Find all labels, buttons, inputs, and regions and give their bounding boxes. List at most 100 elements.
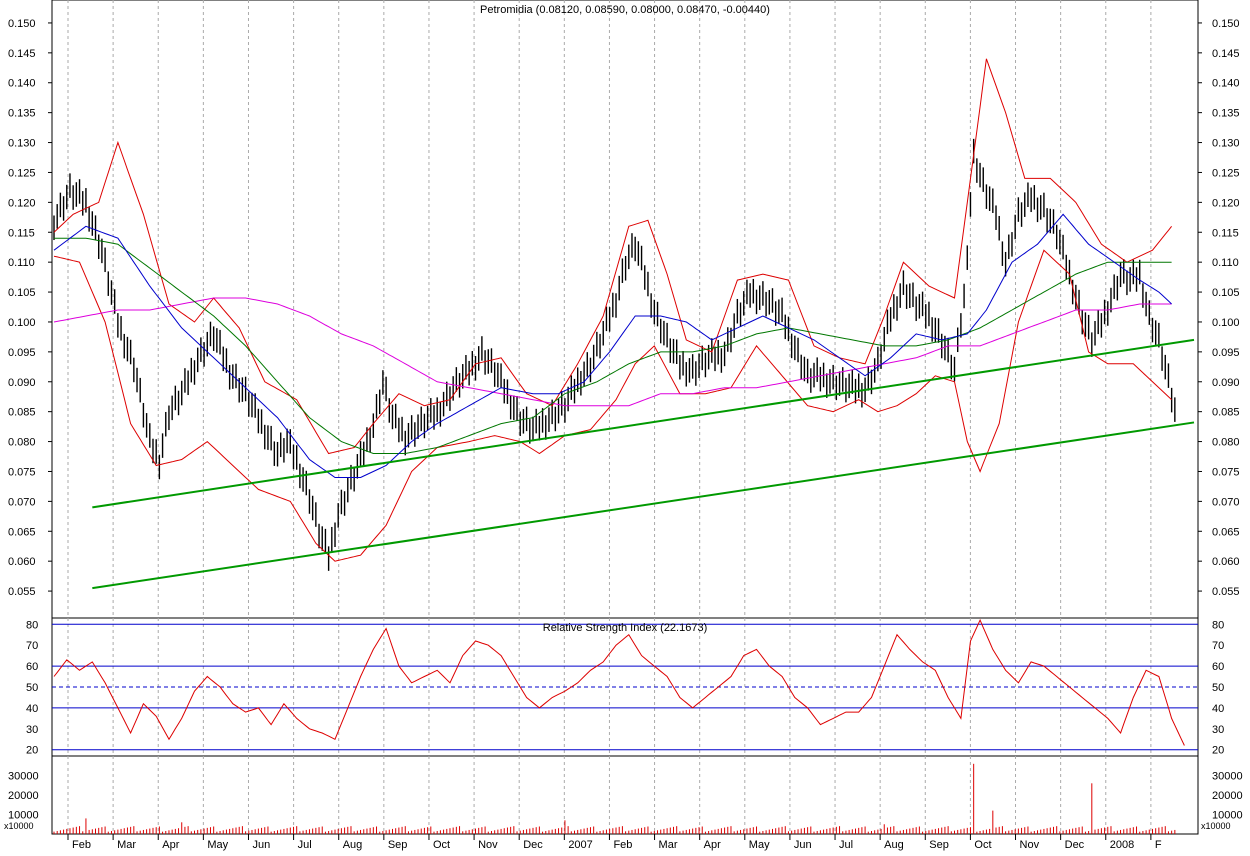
month-label: Jul (839, 839, 853, 851)
price-tick-label-right: 0.085 (1212, 407, 1240, 419)
trendline (92, 338, 1195, 509)
volume-scale-label-left: x10000 (4, 821, 34, 831)
moving-average-short-line (53, 213, 1172, 478)
price-tick-label-left: 0.065 (8, 526, 36, 538)
price-tick-label-right: 0.090 (1212, 377, 1240, 389)
rsi-tick-label-right: 20 (1212, 745, 1224, 757)
price-tick-label-left: 0.110 (8, 257, 35, 269)
price-tick-label-right: 0.095 (1212, 347, 1240, 359)
month-label: Jun (252, 839, 270, 851)
volume-panel (51, 755, 1199, 835)
rsi-tick-label-right: 60 (1212, 661, 1224, 673)
price-tick-label-right: 0.080 (1212, 437, 1240, 449)
price-tick-label-left: 0.125 (8, 167, 36, 179)
price-tick-label-left: 0.070 (8, 496, 36, 508)
price-tick-label-right: 0.110 (1212, 257, 1239, 269)
price-tick-label-right: 0.060 (1212, 556, 1240, 568)
price-tick-label-left: 0.080 (8, 437, 36, 449)
price-tick-label-left: 0.150 (8, 18, 36, 30)
price-tick-label-right: 0.140 (1212, 78, 1240, 90)
month-label: Dec (1065, 839, 1085, 851)
moving-average-mid-line (54, 237, 1172, 454)
volume-tick-label-right: 30000 (1212, 771, 1243, 783)
month-label: May (749, 839, 770, 851)
price-tick-label-left: 0.060 (8, 556, 36, 568)
price-tick-label-left: 0.135 (8, 108, 36, 120)
trendline (92, 421, 1195, 590)
rsi-tick-label-left: 60 (26, 661, 38, 673)
price-tick-label-right: 0.065 (1212, 526, 1240, 538)
month-label: Feb (72, 839, 91, 851)
price-tick-label-left: 0.140 (8, 78, 36, 90)
price-tick-label-right: 0.120 (1212, 197, 1240, 209)
month-label: 2007 (568, 839, 592, 851)
price-tick-label-right: 0.150 (1212, 18, 1240, 30)
price-tick-label-right: 0.070 (1212, 496, 1240, 508)
moving-average-long-line (53, 297, 1172, 407)
price-tick-label-right: 0.055 (1212, 586, 1240, 598)
main-title: Petromidia (0.08120, 0.08590, 0.08000, 0… (480, 4, 770, 16)
price-tick-label-left: 0.105 (8, 287, 36, 299)
month-label: Nov (1020, 839, 1040, 851)
month-label: Aug (884, 839, 904, 851)
month-label: 2008 (1110, 839, 1134, 851)
month-label: May (207, 839, 228, 851)
rsi-title: Relative Strength Index (22.1673) (543, 622, 708, 634)
month-label: Sep (388, 839, 408, 851)
price-panel (51, 0, 1199, 619)
price-tick-label-right: 0.130 (1212, 138, 1240, 150)
month-label: F (1155, 839, 1162, 851)
volume-tick-label-left: 30000 (8, 771, 39, 783)
month-label: Jun (794, 839, 812, 851)
volume-tick-label-right: 10000 (1212, 810, 1243, 822)
price-tick-label-left: 0.055 (8, 586, 36, 598)
rsi-tick-label-right: 70 (1212, 640, 1224, 652)
price-tick-label-left: 0.090 (8, 377, 36, 389)
grid-layer (67, 0, 1152, 834)
month-label: Apr (162, 839, 179, 851)
price-tick-label-left: 0.120 (8, 197, 36, 209)
price-tick-label-left: 0.130 (8, 138, 36, 150)
price-tick-label-right: 0.145 (1212, 48, 1240, 60)
bollinger-lower-line (53, 249, 1172, 562)
rsi-tick-label-left: 20 (26, 745, 38, 757)
rsi-tick-label-left: 50 (26, 682, 38, 694)
rsi-tick-label-right: 40 (1212, 703, 1224, 715)
price-tick-label-right: 0.125 (1212, 167, 1240, 179)
rsi-tick-label-right: 50 (1212, 682, 1224, 694)
price-tick-label-left: 0.095 (8, 347, 36, 359)
price-tick-label-left: 0.085 (8, 407, 36, 419)
price-tick-label-right: 0.105 (1212, 287, 1240, 299)
rsi-tick-label-left: 40 (26, 703, 38, 715)
price-tick-label-left: 0.115 (8, 227, 35, 239)
price-tick-label-left: 0.145 (8, 48, 36, 60)
month-label: Nov (478, 839, 498, 851)
price-tick-label-right: 0.075 (1212, 466, 1240, 478)
price-tick-label-left: 0.100 (8, 317, 36, 329)
rsi-tick-label-left: 30 (26, 724, 38, 736)
month-label: Oct (974, 839, 991, 851)
volume-tick-label-left: 20000 (8, 790, 39, 802)
month-label: Sep (929, 839, 949, 851)
price-tick-label-right: 0.100 (1212, 317, 1240, 329)
volume-scale-label-right: x10000 (1201, 821, 1231, 831)
month-label: Jul (298, 839, 312, 851)
month-label: Aug (343, 839, 363, 851)
rsi-tick-label-right: 30 (1212, 724, 1224, 736)
month-label: Mar (117, 839, 136, 851)
rsi-tick-label-left: 80 (26, 619, 38, 631)
rsi-tick-label-right: 80 (1212, 619, 1224, 631)
price-tick-label-right: 0.115 (1212, 227, 1239, 239)
rsi-line (53, 618, 1185, 746)
month-label: Dec (523, 839, 543, 851)
month-label: Feb (613, 839, 632, 851)
rsi-layer (52, 618, 1198, 751)
volume-tick-label-right: 20000 (1212, 790, 1243, 802)
price-tick-label-right: 0.135 (1212, 108, 1240, 120)
volume-layer (53, 763, 1176, 834)
axis-layer: Feb Mar Apr May Jun Jul Aug Sep Oct Nov Dec 2007 Feb… (8, 18, 1243, 851)
price-layer (53, 58, 1195, 590)
rsi-tick-label-left: 70 (26, 640, 38, 652)
month-label: Apr (704, 839, 721, 851)
